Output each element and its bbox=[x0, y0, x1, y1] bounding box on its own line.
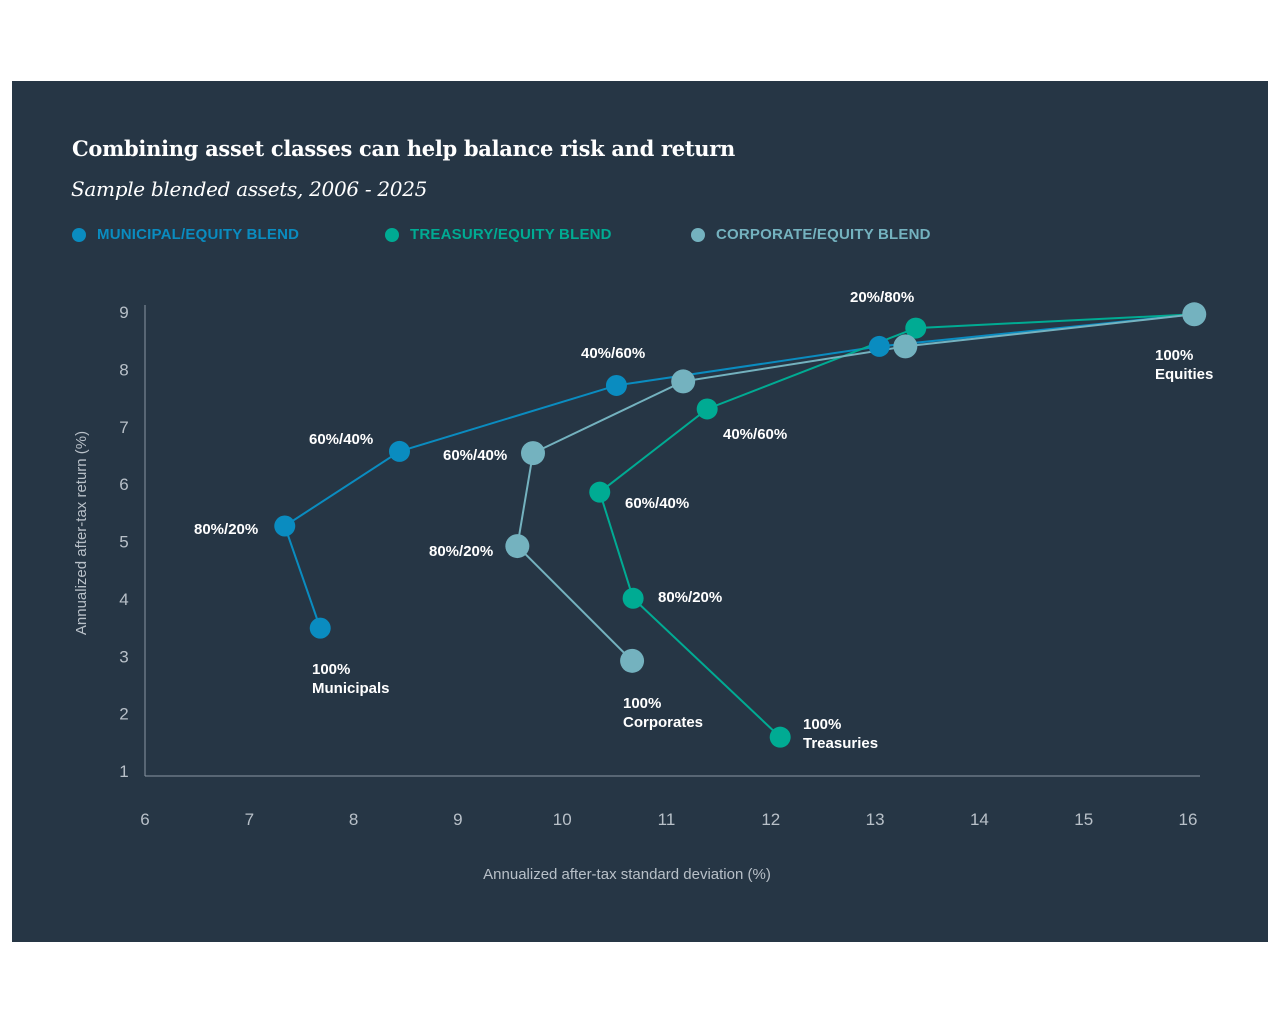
point-annotation: 80%/20% bbox=[658, 589, 722, 606]
data-point bbox=[868, 335, 890, 357]
legend-dot-icon bbox=[691, 227, 705, 242]
y-tick-label: 8 bbox=[119, 360, 128, 379]
y-tick-label: 7 bbox=[119, 418, 128, 437]
point-annotation: 40%/60% bbox=[581, 345, 645, 362]
annotation-line: Municipals bbox=[312, 680, 390, 697]
legend-label: CORPORATE/EQUITY BLEND bbox=[716, 226, 931, 243]
data-point bbox=[893, 334, 918, 359]
legend-label: TREASURY/EQUITY BLEND bbox=[410, 226, 612, 243]
legend-item-treasury: TREASURY/EQUITY BLEND bbox=[385, 226, 612, 243]
y-axis-label: Annualized after-tax return (%) bbox=[73, 431, 90, 635]
y-tick-label: 3 bbox=[119, 647, 128, 666]
chart-title: Combining asset classes can help balance… bbox=[72, 136, 735, 161]
y-tick-label: 5 bbox=[119, 533, 128, 552]
annotation-line: 80%/20% bbox=[658, 589, 722, 606]
annotation-line: 60%/40% bbox=[625, 495, 689, 512]
data-point bbox=[622, 587, 644, 609]
data-point bbox=[671, 369, 696, 394]
point-annotation: 100% Equities bbox=[1155, 347, 1213, 383]
annotation-line: 100% bbox=[312, 661, 350, 678]
legend-item-municipal: MUNICIPAL/EQUITY BLEND bbox=[72, 226, 299, 243]
x-tick-label: 12 bbox=[761, 810, 780, 829]
point-annotation: 100% Corporates bbox=[623, 695, 703, 731]
x-tick-label: 11 bbox=[658, 810, 676, 829]
data-point bbox=[905, 317, 927, 339]
point-annotation: 100% Treasuries bbox=[803, 716, 878, 752]
point-annotation: 40%/60% bbox=[723, 426, 787, 443]
x-tick-label: 7 bbox=[245, 810, 254, 829]
data-point bbox=[388, 440, 410, 462]
x-tick-label: 6 bbox=[140, 810, 149, 829]
point-annotation: 80%/20% bbox=[429, 543, 493, 560]
point-annotation: 100% Municipals bbox=[312, 661, 390, 697]
legend-label: MUNICIPAL/EQUITY BLEND bbox=[97, 226, 300, 243]
annotation-line: 80%/20% bbox=[429, 543, 493, 560]
annotation-line: 40%/60% bbox=[723, 426, 787, 443]
point-annotation: 60%/40% bbox=[625, 495, 689, 512]
chart-subtitle: Sample blended assets, 2006 - 2025 bbox=[71, 177, 428, 201]
annotation-line: 100% bbox=[623, 695, 661, 712]
annotation-line: 100% bbox=[803, 716, 841, 733]
x-tick-label: 13 bbox=[866, 810, 885, 829]
data-point bbox=[620, 648, 645, 673]
y-tick-label: 6 bbox=[119, 475, 128, 494]
chart-panel bbox=[12, 81, 1268, 942]
x-tick-label: 9 bbox=[453, 810, 462, 829]
data-point bbox=[520, 441, 545, 466]
legend-item-corporate: CORPORATE/EQUITY BLEND bbox=[691, 226, 931, 243]
series-line-0 bbox=[283, 313, 1195, 629]
x-tick-label: 16 bbox=[1179, 810, 1198, 829]
annotation-line: 100% bbox=[1155, 347, 1193, 364]
x-axis-label: Annualized after-tax standard deviation … bbox=[483, 866, 771, 883]
legend-dot-icon bbox=[72, 227, 86, 242]
annotation-line: 80%/20% bbox=[194, 521, 258, 538]
data-point bbox=[589, 481, 611, 503]
y-tick-label: 9 bbox=[119, 303, 128, 322]
annotation-line: 20%/80% bbox=[850, 289, 914, 306]
annotation-line: Treasuries bbox=[803, 735, 878, 752]
annotation-line: Equities bbox=[1155, 366, 1213, 383]
y-tick-label: 1 bbox=[119, 762, 128, 781]
annotation-line: 60%/40% bbox=[309, 431, 373, 448]
y-tick-label: 2 bbox=[119, 705, 128, 724]
annotation-line: 60%/40% bbox=[443, 447, 507, 464]
x-tick-label: 15 bbox=[1074, 810, 1093, 829]
data-point bbox=[1182, 302, 1207, 327]
data-point bbox=[605, 374, 627, 396]
point-annotation: 60%/40% bbox=[309, 431, 373, 448]
y-tick-label: 4 bbox=[119, 590, 128, 609]
annotation-line: 40%/60% bbox=[581, 345, 645, 362]
data-point bbox=[274, 515, 296, 537]
data-point bbox=[696, 398, 718, 420]
data-point bbox=[309, 617, 331, 639]
point-annotation: 60%/40% bbox=[443, 447, 507, 464]
series-line-1 bbox=[598, 313, 1195, 738]
point-annotation: 20%/80% bbox=[850, 289, 914, 306]
x-tick-label: 10 bbox=[553, 810, 572, 829]
data-point bbox=[505, 534, 530, 559]
x-tick-label: 8 bbox=[349, 810, 358, 829]
series-line-2 bbox=[516, 313, 1195, 662]
point-annotation: 80%/20% bbox=[194, 521, 258, 538]
annotation-line: Corporates bbox=[623, 714, 703, 731]
data-point bbox=[769, 726, 791, 748]
legend-dot-icon bbox=[385, 227, 399, 242]
x-tick-label: 14 bbox=[970, 810, 989, 829]
